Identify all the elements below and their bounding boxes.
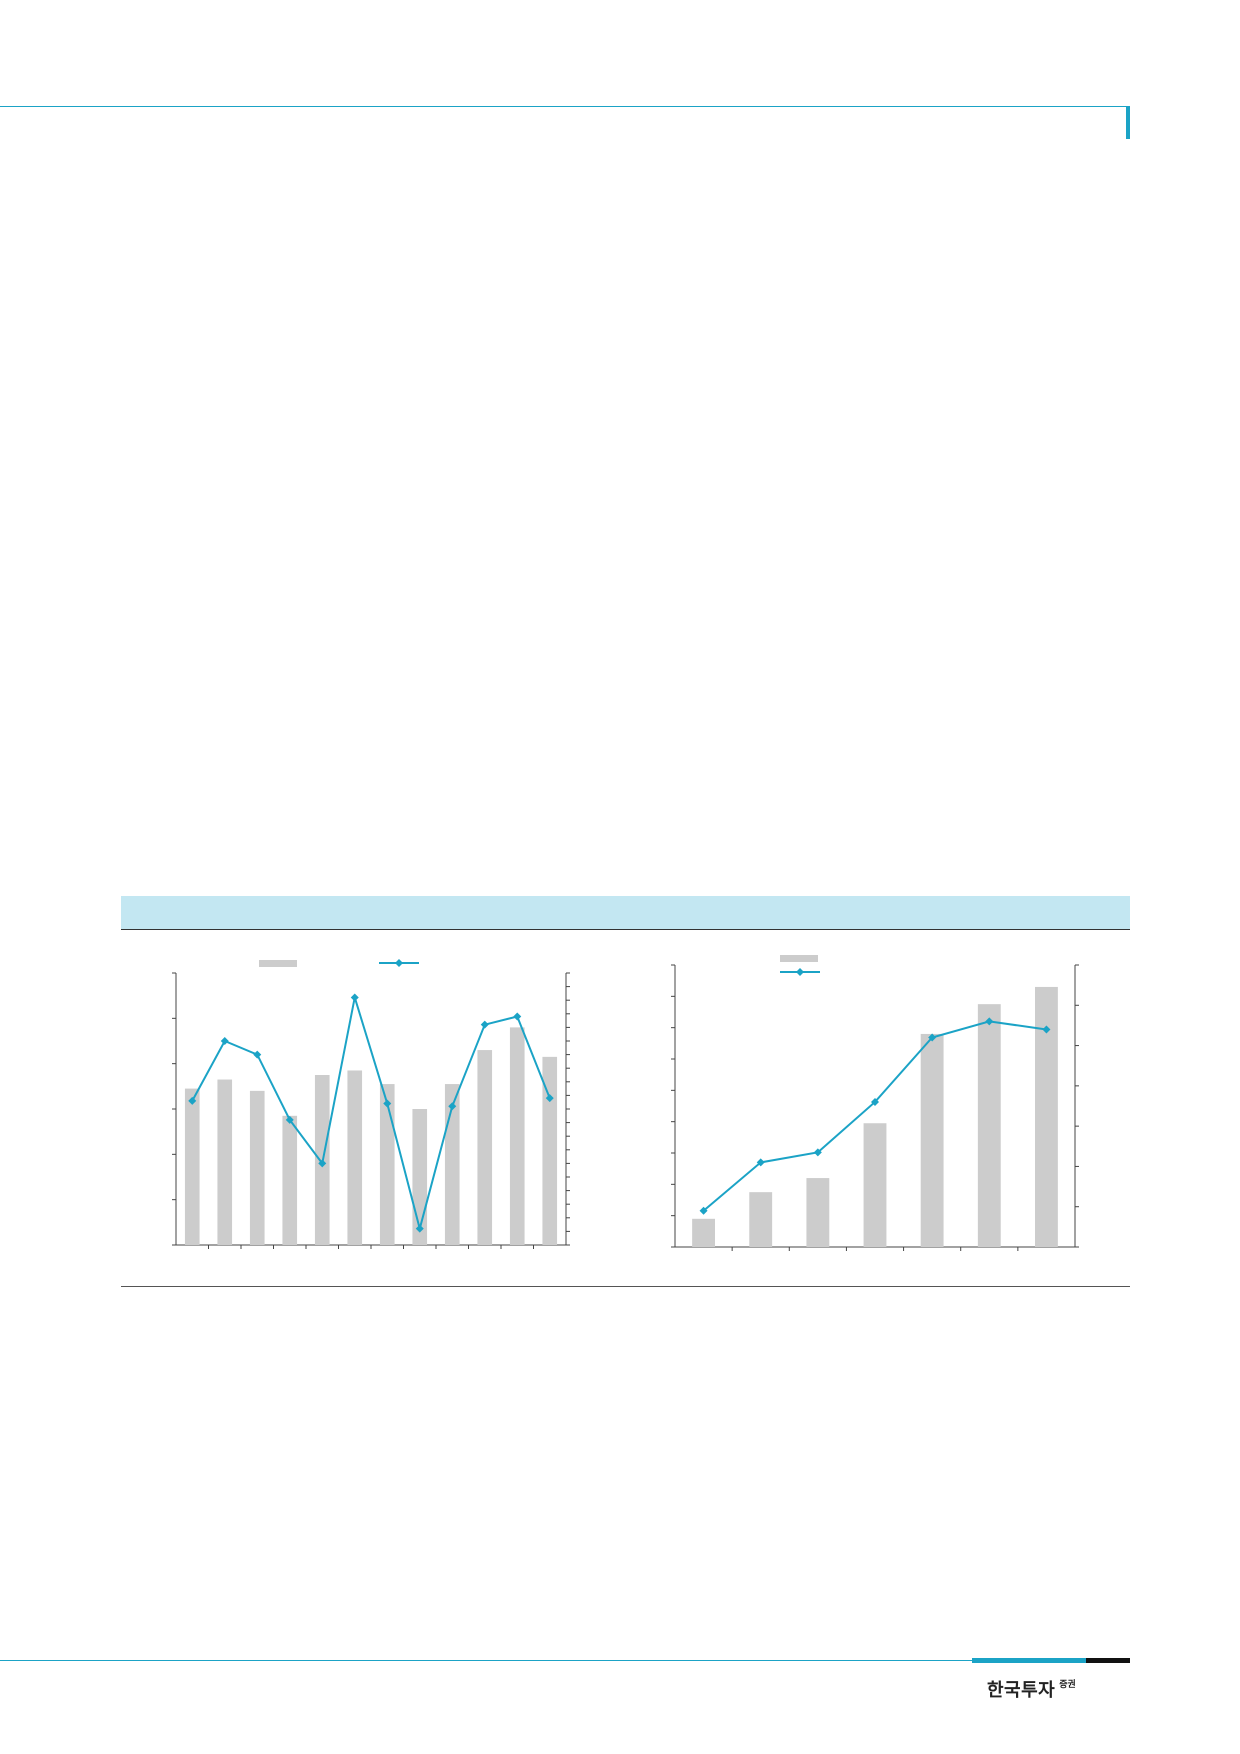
bar [412, 1109, 428, 1245]
bar [184, 1088, 200, 1245]
footer-rule [0, 1660, 972, 1661]
bar [509, 1027, 525, 1245]
line-point [1042, 1025, 1051, 1034]
bar [249, 1090, 265, 1245]
line-point [513, 1012, 522, 1021]
header-tab-marker [1126, 106, 1130, 139]
line-point [285, 1115, 294, 1124]
bar [1035, 986, 1058, 1247]
bar [806, 1178, 830, 1247]
line-point [813, 1148, 822, 1157]
line-point [985, 1017, 994, 1026]
bar [920, 1033, 944, 1247]
line-point [415, 1224, 424, 1233]
bar [542, 1056, 558, 1245]
brand-logo: 한국투자 증권 [987, 1676, 1076, 1702]
footer-dark-bar [1086, 1658, 1130, 1663]
bar [282, 1115, 298, 1245]
footer-accent-bar [972, 1658, 1086, 1663]
line-point [448, 1102, 457, 1111]
bar [692, 1218, 715, 1247]
legend-bar-swatch [780, 955, 818, 962]
bar [749, 1192, 773, 1247]
bar [379, 1084, 395, 1245]
bar [977, 1004, 1001, 1247]
left-combo-chart [172, 959, 570, 1249]
right-combo-chart [671, 955, 1079, 1251]
legend-bar-swatch [259, 960, 297, 967]
bar [217, 1079, 233, 1245]
line-point [188, 1096, 197, 1105]
line-point [383, 1099, 392, 1108]
figure-title-band [121, 896, 1130, 929]
bar [477, 1050, 493, 1245]
legend-line-marker [796, 968, 804, 976]
line-point [220, 1037, 229, 1045]
bar [347, 1070, 363, 1245]
figure-bottom-rule [121, 1286, 1130, 1287]
line-point [480, 1020, 489, 1029]
brand-suffix: 증권 [1059, 1680, 1076, 1690]
line-point [928, 1033, 937, 1042]
line-point [350, 993, 359, 1002]
line-point [871, 1097, 879, 1106]
figure-top-rule [121, 929, 1130, 930]
bar [863, 1123, 887, 1247]
bar [444, 1084, 460, 1245]
legend-line-marker [395, 959, 403, 967]
line-point [699, 1206, 708, 1215]
brand-name: 한국투자 [987, 1680, 1056, 1701]
header-rule [0, 106, 1128, 107]
line-point [253, 1050, 262, 1059]
line-series [191, 997, 551, 1233]
line-point [318, 1159, 327, 1168]
line-point [545, 1094, 554, 1103]
line-point [756, 1158, 765, 1167]
